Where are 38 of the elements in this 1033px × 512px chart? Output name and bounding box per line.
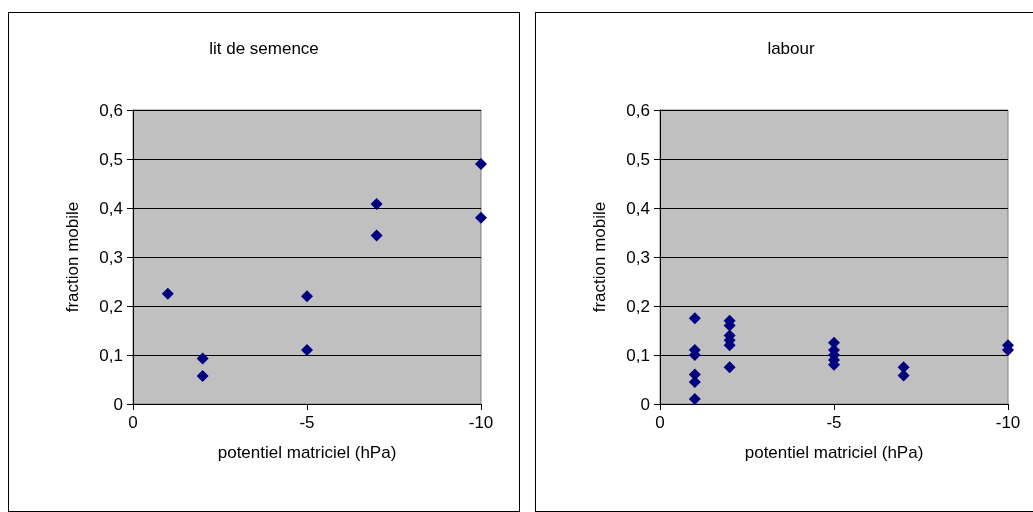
- chart-title: labour: [767, 39, 815, 58]
- chart-title: lit de semence: [209, 39, 319, 58]
- point: [301, 290, 313, 303]
- y-tick-label: 0,2: [626, 296, 650, 316]
- y-tick-label: 0,1: [99, 345, 123, 365]
- point: [301, 344, 313, 357]
- point: [475, 211, 487, 224]
- y-tick-label: 0,3: [99, 247, 123, 267]
- point: [370, 229, 383, 242]
- x-axis-title: potentiel matriciel (hPa): [744, 443, 924, 462]
- y-tick-label: 0,4: [626, 198, 650, 218]
- y-tick-label: 0,4: [99, 198, 123, 218]
- x-tick-label: -10: [995, 413, 1021, 432]
- point: [161, 287, 174, 300]
- y-axis-title: fraction mobile: [590, 201, 609, 313]
- x-tick-label: -10: [468, 413, 494, 432]
- y-tick-label: 0,3: [626, 247, 650, 267]
- point: [475, 157, 487, 170]
- point: [723, 361, 736, 374]
- x-tick-label: -5: [299, 413, 315, 432]
- point: [688, 393, 701, 406]
- point: [196, 370, 209, 383]
- y-tick-label: 0,6: [626, 100, 650, 120]
- y-tick-label: 0: [640, 394, 650, 414]
- x-axis-title: potentiel matriciel (hPa): [217, 443, 397, 462]
- y-axis-title: fraction mobile: [63, 201, 82, 313]
- x-tick-label: 0: [655, 413, 665, 432]
- y-tick-label: 0,5: [626, 149, 650, 169]
- point: [196, 352, 209, 365]
- y-tick-label: 0,2: [99, 296, 123, 316]
- x-tick-label: -5: [826, 413, 842, 432]
- y-tick-label: 0: [113, 394, 123, 414]
- y-tick-label: 0,6: [99, 100, 123, 120]
- point: [370, 198, 383, 211]
- x-tick-label: 0: [128, 413, 138, 432]
- y-tick-label: 0,1: [626, 345, 650, 365]
- y-tick-label: 0,5: [99, 149, 123, 169]
- point: [688, 312, 701, 325]
